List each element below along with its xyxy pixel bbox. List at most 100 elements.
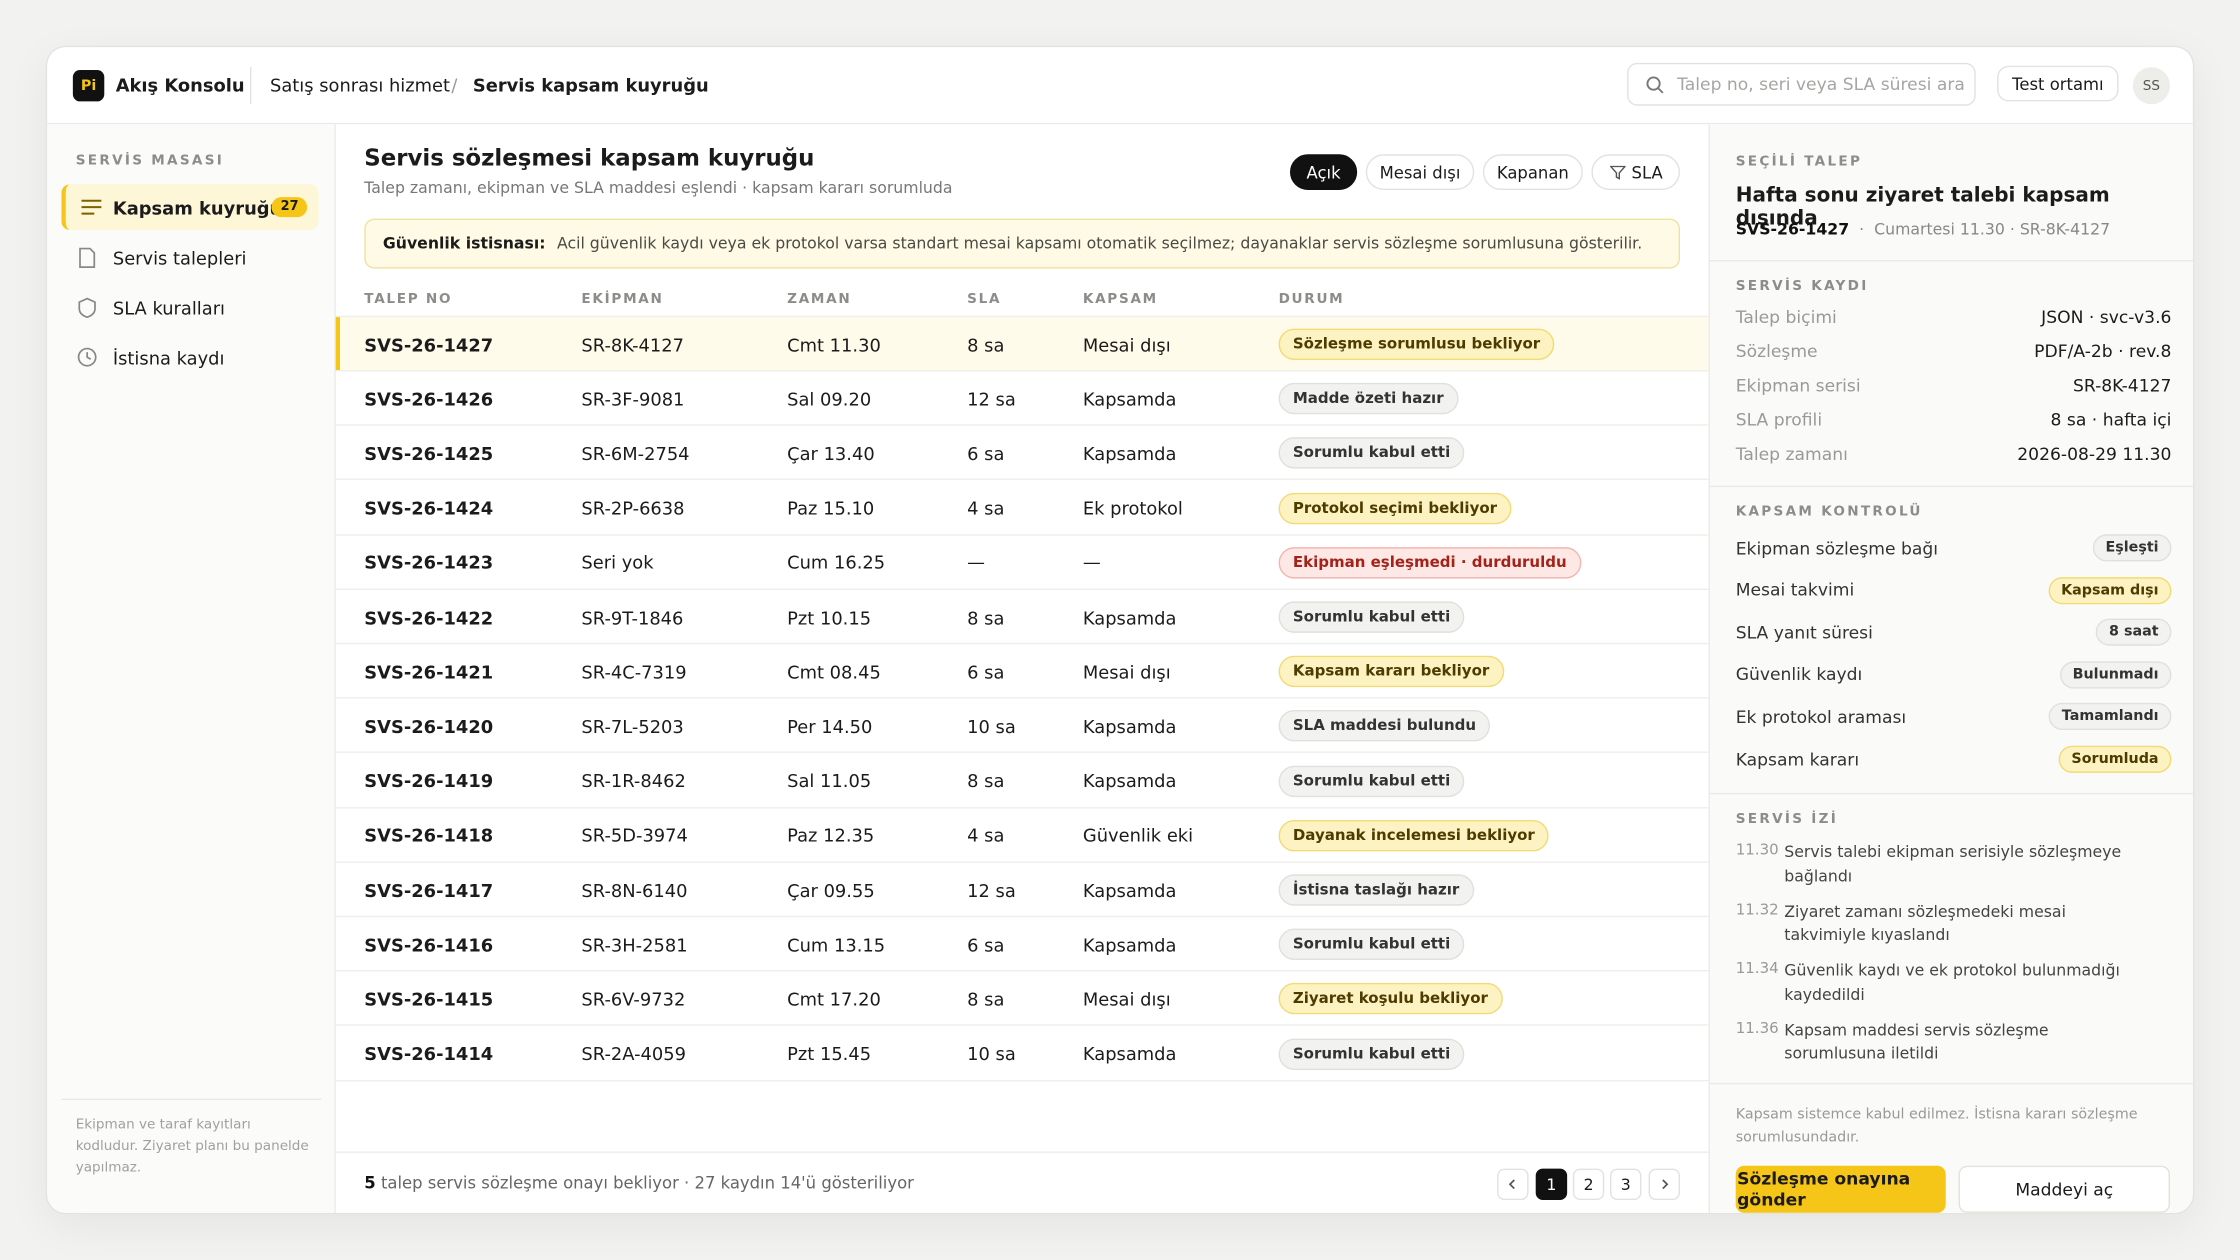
top-bar: Pi Akış Konsolu Satış sonrası hizmet / S… bbox=[47, 47, 2193, 125]
page-button[interactable]: 3 bbox=[1609, 1168, 1642, 1200]
cell-sla: 12 sa bbox=[967, 388, 1016, 410]
window: Pi Akış Konsolu Satış sonrası hizmet / S… bbox=[45, 45, 2195, 1215]
nav-item[interactable]: SLA kuralları bbox=[61, 284, 318, 330]
filter-button[interactable]: Açık bbox=[1289, 154, 1358, 190]
cell-sla: 6 sa bbox=[967, 442, 1005, 465]
trace-time: 11.36 bbox=[1735, 1019, 1779, 1037]
nav-label: Servis talepleri bbox=[112, 246, 247, 268]
env-button[interactable]: Test ortamı bbox=[1997, 65, 2119, 102]
check-label: Ekipman sözleşme bağı bbox=[1735, 537, 1939, 558]
status-cell: Ekipman eşleşmedi · durduruldu bbox=[1278, 535, 1581, 589]
cell-id: SVS-26-1427 bbox=[364, 333, 494, 355]
status-cell: SLA maddesi bulundu bbox=[1278, 699, 1491, 753]
record-value: SR-8K-4127 bbox=[2072, 375, 2172, 396]
check-row: Mesai takvimi Kapsam dışı bbox=[1736, 576, 2172, 604]
section-label: SERVİS MASASI bbox=[75, 152, 225, 169]
cell-time: Cum 16.25 bbox=[787, 551, 886, 574]
cell-sla: 6 sa bbox=[967, 933, 1005, 956]
record-key: Ekipman serisi bbox=[1735, 375, 1861, 396]
sidebar-note: Ekipman ve taraf kayıtları kodludur. Ziy… bbox=[75, 1117, 309, 1176]
table-row[interactable]: SVS-26-1422 SR-9T-1846 Pzt 10.15 8 sa Kapsam… bbox=[335, 590, 1709, 645]
nav-icon bbox=[78, 297, 96, 319]
notice-label: Güvenlik istisnası: bbox=[382, 234, 546, 253]
cell-id: SVS-26-1420 bbox=[364, 715, 494, 737]
table-header: TALEP NO EKİPMAN ZAMAN SLA KAPSAM DURUM bbox=[335, 279, 1709, 318]
search-placeholder: Talep no, seri veya SLA süresi ara bbox=[1677, 74, 1965, 95]
avatar[interactable]: SS bbox=[2132, 67, 2170, 105]
filter-button[interactable]: SLA bbox=[1591, 154, 1680, 190]
table-row[interactable]: SVS-26-1416 SR-3H-2581 Cum 13.15 6 sa Kapsam… bbox=[335, 917, 1709, 972]
status-pill: SLA maddesi bulundu bbox=[1278, 710, 1491, 742]
cell-sla: 4 sa bbox=[967, 497, 1005, 519]
app-name: Akış Konsolu bbox=[115, 74, 245, 96]
primary-button[interactable]: Sözleşme onayına gönder bbox=[1735, 1165, 1946, 1213]
status-pill: Sözleşme sorumlusu bekliyor bbox=[1278, 328, 1555, 360]
divider bbox=[1709, 485, 2193, 488]
table-row[interactable]: SVS-26-1415 SR-6V-9732 Cmt 17.20 8 sa Mesai … bbox=[335, 972, 1709, 1027]
table-row[interactable]: SVS-26-1419 SR-1R-8462 Sal 11.05 8 sa Kapsam… bbox=[335, 754, 1709, 808]
status-pill: Sorumlu kabul etti bbox=[1278, 437, 1465, 470]
filter-button[interactable]: Mesai dışı bbox=[1365, 154, 1475, 190]
check-row: Ek protokol araması Tamamlandı bbox=[1736, 703, 2172, 731]
footer-summary: 5 talep servis sözleşme onayı bekliyor ·… bbox=[364, 1173, 914, 1193]
page-button[interactable]: 2 bbox=[1572, 1168, 1605, 1200]
table-row[interactable]: SVS-26-1426 SR-3F-9081 Sal 09.20 12 sa Kapsa… bbox=[335, 372, 1709, 426]
search[interactable]: Talep no, seri veya SLA süresi ara bbox=[1627, 62, 1976, 106]
table-row[interactable]: SVS-26-1424 SR-2P-6638 Paz 15.10 4 sa Ek pro… bbox=[335, 481, 1709, 536]
table-row[interactable]: SVS-26-1414 SR-2A-4059 Pzt 15.45 10 sa Kapsa… bbox=[335, 1027, 1709, 1081]
check-label: Güvenlik kaydı bbox=[1735, 664, 1863, 685]
chevron bbox=[1662, 1179, 1669, 1190]
nav-icon bbox=[79, 247, 96, 268]
main-title: Servis sözleşmesi kapsam kuyruğu bbox=[364, 144, 815, 172]
cell-id: SVS-26-1422 bbox=[364, 606, 494, 628]
trace-text: Güvenlik kaydı ve ek protokol bulunmadığ… bbox=[1784, 961, 2120, 1004]
trace-time: 11.32 bbox=[1735, 900, 1779, 918]
record-key: Talep biçimi bbox=[1735, 307, 1837, 328]
cell-equipment: SR-4C-7319 bbox=[581, 660, 687, 683]
secondary-button[interactable]: Maddeyi aç bbox=[1958, 1165, 2170, 1213]
table-row[interactable]: SVS-26-1417 SR-8N-6140 Çar 09.55 12 sa Kapsa… bbox=[335, 863, 1709, 918]
page-button[interactable]: 1 bbox=[1535, 1168, 1568, 1200]
cell-coverage: Kapsamda bbox=[1082, 388, 1177, 410]
search-icon bbox=[1646, 76, 1664, 94]
breadcrumb[interactable]: Satış sonrası hizmet bbox=[269, 74, 451, 96]
cell-coverage: Kapsamda bbox=[1082, 1042, 1177, 1065]
status-pill: Dayanak incelemesi bekliyor bbox=[1278, 819, 1550, 852]
table-row[interactable]: SVS-26-1420 SR-7L-5203 Per 14.50 10 sa Kapsa… bbox=[335, 699, 1709, 754]
prev-page[interactable] bbox=[1497, 1168, 1529, 1200]
cell-sla: 10 sa bbox=[967, 1042, 1016, 1065]
cell-coverage: Kapsamda bbox=[1082, 770, 1177, 792]
cell-coverage: Kapsamda bbox=[1082, 715, 1177, 737]
table-row[interactable]: SVS-26-1425 SR-6M-2754 Çar 13.40 6 sa Kapsam… bbox=[335, 426, 1709, 481]
logo: Pi bbox=[72, 69, 105, 102]
nav-label: İstisna kaydı bbox=[112, 346, 225, 368]
table-row[interactable]: SVS-26-1427 SR-8K-4127 Cmt 11.30 8 sa Mesai … bbox=[335, 317, 1709, 372]
status-cell: Sözleşme sorumlusu bekliyor bbox=[1278, 317, 1555, 371]
table-row[interactable]: SVS-26-1418 SR-5D-3974 Paz 12.35 4 sa Güvenl… bbox=[335, 808, 1709, 863]
divider bbox=[249, 67, 252, 105]
cell-id: SVS-26-1414 bbox=[364, 1042, 494, 1065]
cell-sla: 4 sa bbox=[967, 824, 1005, 847]
nav-item[interactable]: İstisna kaydı bbox=[61, 334, 318, 380]
cell-time: Cum 13.15 bbox=[787, 933, 886, 956]
next-page[interactable] bbox=[1648, 1168, 1680, 1200]
record-value: 2026-08-29 11.30 bbox=[2017, 444, 2172, 465]
cell-id: SVS-26-1419 bbox=[364, 770, 494, 792]
cell-equipment: SR-3H-2581 bbox=[581, 933, 688, 956]
status-cell: İstisna taslağı hazır bbox=[1278, 863, 1474, 917]
nav-item[interactable]: Servis talepleri bbox=[61, 234, 318, 280]
table-row[interactable]: SVS-26-1421 SR-4C-7319 Cmt 08.45 6 sa Mesai … bbox=[335, 645, 1709, 699]
cell-time: Pzt 10.15 bbox=[787, 606, 872, 628]
table-row[interactable]: SVS-26-1423 Seri yok Cum 16.25 — — Ekipman eş… bbox=[335, 535, 1709, 590]
cell-equipment: SR-2A-4059 bbox=[581, 1042, 686, 1065]
check-row: Güvenlik kaydı Bulunmadı bbox=[1735, 661, 2172, 689]
record-key: Sözleşme bbox=[1735, 341, 1818, 362]
status-pill: Sorumlu kabul etti bbox=[1278, 1037, 1465, 1070]
cell-time: Çar 13.40 bbox=[787, 442, 875, 465]
filter-button[interactable]: Kapanan bbox=[1482, 154, 1583, 190]
cell-time: Sal 11.05 bbox=[787, 770, 872, 792]
nav-item[interactable]: Kapsam kuyruğu 27 bbox=[61, 184, 319, 230]
cell-coverage: Kapsamda bbox=[1082, 606, 1177, 628]
